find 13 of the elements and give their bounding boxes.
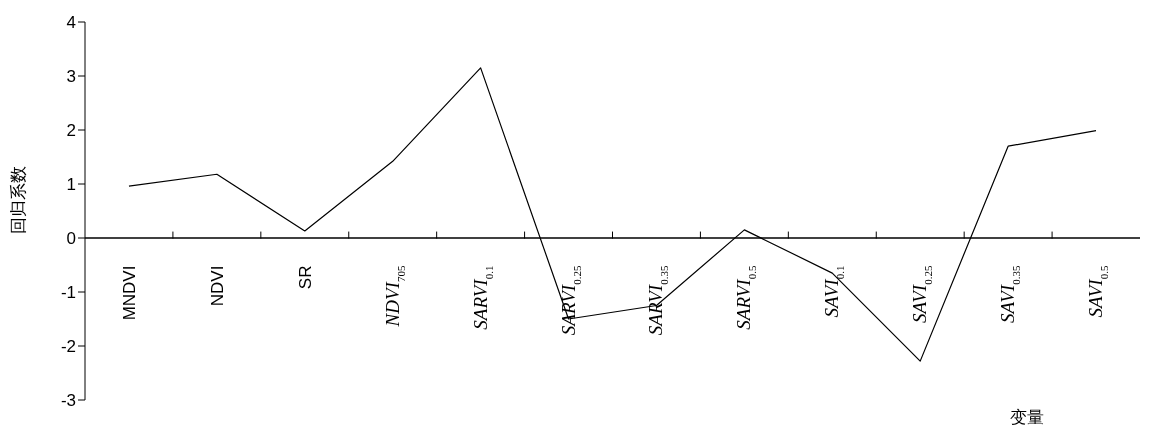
y-axis-title: 回归系数 (6, 166, 29, 234)
y-tick-label: 2 (66, 121, 76, 141)
y-tick-label: -1 (60, 283, 76, 303)
y-tick-label: 0 (66, 229, 76, 249)
y-tick-label: -3 (60, 391, 76, 411)
y-tick-label: 1 (66, 175, 76, 195)
x-tick-label: NDVI (207, 265, 227, 307)
y-tick-label: 3 (66, 67, 76, 87)
x-tick-label: SR (295, 265, 315, 290)
x-axis-title: 变量 (1010, 406, 1044, 429)
x-tick-label: MNDVI (119, 265, 139, 321)
y-tick-label: -2 (60, 337, 76, 357)
y-tick-label: 4 (66, 13, 76, 33)
